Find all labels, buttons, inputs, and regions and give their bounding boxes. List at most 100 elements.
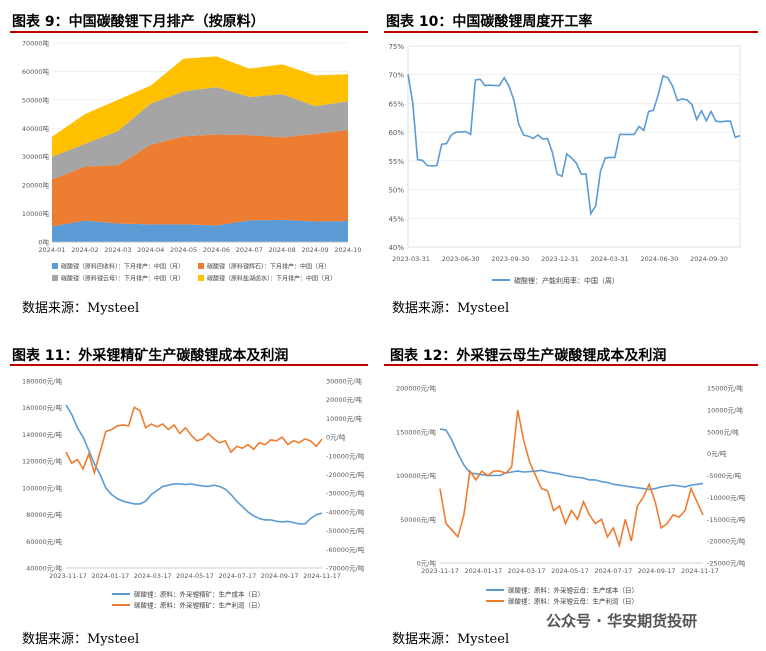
chart11-yleft-tick-label: 140000元/吨 — [22, 430, 63, 439]
chart9-ytick-label: 40000吨 — [22, 124, 50, 133]
chart12-title: 图表 12：外采锂云母生产碳酸锂成本及利润 — [390, 348, 667, 364]
watermark: 公众号 · 华安期货投研 — [546, 612, 698, 630]
chart11-yleft-tick-label: 120000元/吨 — [22, 457, 63, 466]
chart9-xtick-label: 2024-04 — [137, 246, 164, 254]
chart11-yleft-tick-label: 60000元/吨 — [26, 537, 62, 546]
chart12-yright-tick-label: -20000元/吨 — [707, 537, 746, 546]
chart11-legend-label: 碳酸锂：原料：外采锂精矿：生产成本（日） — [134, 590, 264, 599]
chart12-yright-tick-label: -15000元/吨 — [707, 515, 746, 524]
chart9-legend-label: 碳酸锂（原料锂云母）：下月排产：中国（月） — [61, 275, 184, 283]
chart9-xtick-label: 2024-02 — [71, 246, 98, 254]
chart9-legend-swatch — [198, 275, 204, 281]
divider-mid-right — [384, 364, 758, 366]
chart11-xtick-label: 2024-07-17 — [218, 572, 256, 580]
chart11-xtick-label: 2023-11-17 — [49, 572, 87, 580]
chart9-area-series-3 — [52, 87, 348, 180]
chart12-xtick-label: 2023-11-17 — [421, 567, 459, 575]
chart11-yright-tick-label: -40000元/吨 — [326, 507, 365, 516]
chart11-yright-tick-label: -50000元/吨 — [326, 526, 365, 535]
chart12-legend-label: 碳酸锂：原料：外采锂云母：生产利润（日） — [508, 597, 638, 606]
chart11-yleft-tick-label: 40000元/吨 — [26, 564, 62, 573]
chart11-xtick-label: 2024-09-17 — [261, 572, 299, 580]
chart9-xtick-label: 2024-08 — [269, 246, 296, 254]
chart9-xtick-label: 2024-10 — [334, 246, 361, 254]
chart12-xtick-label: 2024-05-17 — [551, 567, 589, 575]
chart11-yright-tick-label: 20000元/吨 — [326, 395, 362, 404]
chart10-xtick-label: 2024-09-30 — [690, 255, 728, 263]
chart12-xtick-label: 2024-11-17 — [681, 567, 719, 575]
chart12-yright-tick-label: 0元/吨 — [707, 449, 727, 458]
chart11-series-line-1 — [65, 404, 323, 525]
chart10-xtick-label: 2024-03-31 — [591, 255, 629, 263]
chart10-legend-label: 碳酸锂：产能利用率：中国（周） — [514, 276, 619, 285]
chart10-xtick-label: 2023-03-31 — [392, 255, 430, 263]
chart11-xtick-label: 2024-03-17 — [134, 572, 172, 580]
chart12-xtick-label: 2024-09-17 — [638, 567, 676, 575]
chart9-legend-swatch — [198, 263, 204, 269]
chart11-yright-tick-label: -20000元/吨 — [326, 470, 365, 479]
chart10-xtick-label: 2023-09-30 — [491, 255, 529, 263]
chart10-xtick-label: 2023-12-31 — [541, 255, 579, 263]
chart12-yleft-tick-label: 50000元/吨 — [400, 515, 436, 524]
chart11-xtick-label: 2024-05-17 — [176, 572, 214, 580]
chart10-title: 图表 10：中国碳酸锂周度开工率 — [386, 14, 593, 30]
chart9-ytick-label: 30000吨 — [22, 152, 50, 161]
chart9-xtick-label: 2024-05 — [170, 246, 197, 254]
chart10-ytick-label: 45% — [388, 215, 404, 223]
chart9-legend-swatch — [52, 275, 58, 281]
chart10-ytick-label: 75% — [388, 43, 404, 51]
chart12-yright-tick-label: 15000元/吨 — [707, 384, 743, 393]
chart12-xtick-label: 2024-07-17 — [594, 567, 632, 575]
chart9-legend-label: 碳酸锂（原料回收料）：下月排产：中国（月） — [61, 263, 184, 271]
chart9-ytick-label: 10000吨 — [22, 209, 50, 218]
chart11-xtick-label: 2024-01-17 — [91, 572, 129, 580]
chart12-yleft-tick-label: 150000元/吨 — [396, 427, 437, 436]
chart12-yleft-tick-label: 0元/吨 — [417, 559, 437, 568]
chart11-yleft-tick-label: 180000元/吨 — [22, 377, 63, 386]
chart9-legend-label: 碳酸锂（原料锂辉石）：下月排产：中国（月） — [207, 263, 330, 271]
chart10-xtick-label: 2024-06-30 — [640, 255, 678, 263]
chart10-source: 数据来源：Mysteel — [392, 301, 510, 316]
chart9-source: 数据来源：Mysteel — [22, 301, 140, 316]
chart10-xtick-label: 2023-06-30 — [442, 255, 480, 263]
chart9-ytick-label: 0吨 — [38, 238, 49, 247]
divider-top-right — [384, 31, 758, 33]
chart11-yleft-tick-label: 80000元/吨 — [26, 510, 62, 519]
chart11-series-line-2 — [65, 405, 323, 476]
chart12-series-line-1 — [439, 428, 704, 491]
chart9-legend-label: 碳酸锂（原料盐湖卤水）：下月排产：中国（月） — [207, 275, 336, 283]
chart10-ytick-label: 50% — [388, 187, 404, 195]
chart10-ytick-label: 65% — [388, 100, 404, 108]
chart9-ytick-label: 60000吨 — [22, 67, 50, 76]
chart10-ytick-label: 55% — [388, 158, 404, 166]
chart9-xtick-label: 2024-03 — [104, 246, 131, 254]
chart12-xtick-label: 2024-03-17 — [508, 567, 546, 575]
chart12-yright-tick-label: -25000元/吨 — [707, 559, 746, 568]
chart10-ytick-label: 60% — [388, 129, 404, 137]
chart9-legend-swatch — [52, 263, 58, 269]
chart12-yright-tick-label: 10000元/吨 — [707, 405, 743, 414]
chart9-title: 图表 9：中国碳酸锂下月排产（按原料） — [12, 14, 265, 30]
chart11-title: 图表 11：外采锂精矿生产碳酸锂成本及利润 — [12, 348, 289, 364]
chart10-plot-frame — [407, 45, 741, 248]
chart10-ytick-label: 40% — [388, 244, 404, 252]
chart11-xtick-label: 2024-11-17 — [303, 572, 341, 580]
chart12-yleft-tick-label: 200000元/吨 — [396, 384, 437, 393]
chart11-yright-tick-label: -10000元/吨 — [326, 451, 365, 460]
chart9-area-series-4 — [52, 56, 348, 157]
chart10-ytick-label: 70% — [388, 72, 404, 80]
chart9-xtick-label: 2024-01 — [38, 246, 65, 254]
chart11-yright-tick-label: -70000元/吨 — [326, 564, 365, 573]
chart9-ytick-label: 50000吨 — [22, 95, 50, 104]
chart12-yleft-tick-label: 100000元/吨 — [396, 471, 437, 480]
chart9-ytick-label: 70000吨 — [22, 39, 50, 48]
chart9-ytick-label: 20000吨 — [22, 181, 50, 190]
chart12-yright-tick-label: -10000元/吨 — [707, 493, 746, 502]
chart11-yright-tick-label: 0元/吨 — [326, 433, 346, 442]
chart11-yright-tick-label: -60000元/吨 — [326, 545, 365, 554]
chart9-xtick-label: 2024-07 — [236, 246, 263, 254]
chart10-series-line — [407, 73, 741, 217]
chart11-source: 数据来源：Mysteel — [22, 632, 140, 647]
chart12-legend-label: 碳酸锂：原料：外采锂云母：生产成本（日） — [508, 586, 638, 595]
